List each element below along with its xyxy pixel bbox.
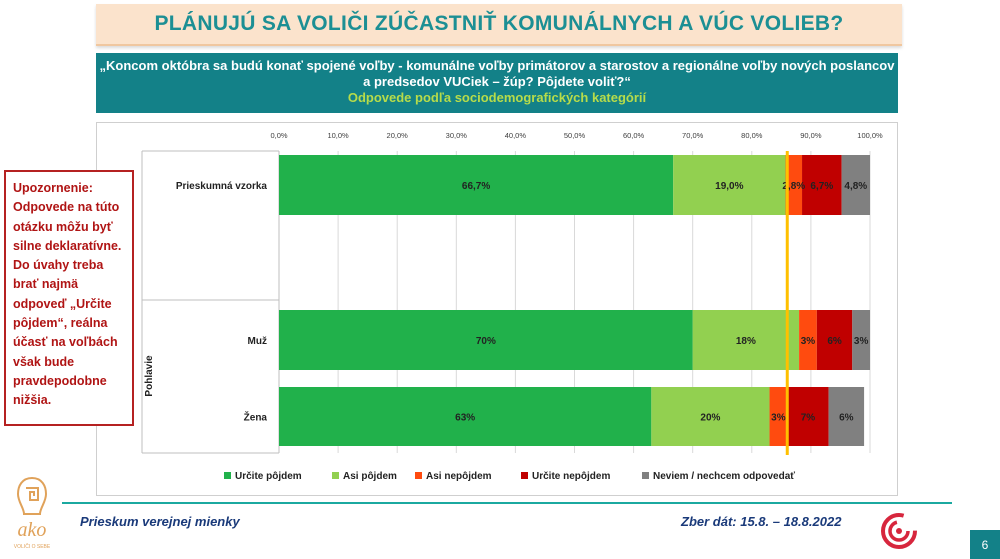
warning-line: silne deklaratívne. bbox=[13, 238, 122, 253]
data-label: 18% bbox=[736, 336, 756, 347]
x-tick-label: 90,0% bbox=[800, 131, 822, 140]
warning-line: pravdepodobne bbox=[13, 373, 107, 388]
x-tick-label: 50,0% bbox=[564, 131, 586, 140]
warning-line: otázku môžu byť bbox=[13, 219, 113, 234]
title-bar: PLÁNUJÚ SA VOLIČI ZÚČASTNIŤ KOMUNÁLNYCH … bbox=[96, 4, 902, 46]
category-label: Muž bbox=[248, 336, 267, 347]
data-label: 20% bbox=[700, 413, 720, 424]
legend-swatch bbox=[642, 472, 649, 479]
legend-label: Určite pôjdem bbox=[235, 471, 302, 482]
warning-line: nižšia. bbox=[13, 393, 52, 408]
bar-segment bbox=[841, 155, 870, 215]
bar-segment bbox=[651, 387, 770, 446]
ako-logo: ako VOLIČI O SEBE bbox=[14, 476, 51, 550]
footer-divider bbox=[62, 502, 952, 504]
x-tick-label: 20,0% bbox=[387, 131, 409, 140]
data-label: 6,7% bbox=[810, 181, 833, 192]
data-label: 70% bbox=[476, 336, 496, 347]
x-tick-label: 70,0% bbox=[682, 131, 704, 140]
footer-left-text: Prieskum verejnej mienky bbox=[80, 514, 240, 529]
page-title: PLÁNUJÚ SA VOLIČI ZÚČASTNIŤ KOMUNÁLNYCH … bbox=[154, 12, 844, 35]
legend-swatch bbox=[415, 472, 422, 479]
brand-swirl-icon bbox=[881, 513, 917, 549]
legend-swatch bbox=[224, 472, 231, 479]
page-number: 6 bbox=[970, 530, 1000, 559]
bar-segment bbox=[692, 310, 800, 370]
logo-tagline: VOLIČI O SEBE bbox=[14, 543, 51, 550]
bar-segment bbox=[769, 387, 788, 446]
warning-line: Do úvahy treba bbox=[13, 258, 104, 273]
warning-line: odpoveď „Určite bbox=[13, 296, 112, 311]
question-box: „Koncom októbra sa budú konať spojené vo… bbox=[96, 53, 898, 113]
legend-label: Určite nepôjdem bbox=[532, 471, 610, 482]
legend-label: Asi nepôjdem bbox=[426, 471, 492, 482]
warning-box: Upozornenie: Odpovede na túto otázku môž… bbox=[4, 170, 134, 426]
data-label: 19,0% bbox=[715, 181, 743, 192]
warning-line: Odpovede na túto bbox=[13, 200, 120, 215]
x-tick-label: 100,0% bbox=[857, 131, 883, 140]
warning-line: pôjdem“, reálna bbox=[13, 316, 108, 331]
question-line-2: a predsedov VUCiek – žúp? Pôjdete voliť?… bbox=[363, 74, 631, 89]
data-label: 7% bbox=[801, 413, 816, 424]
data-label: 6% bbox=[827, 336, 842, 347]
warning-line: Upozornenie: bbox=[13, 181, 93, 195]
data-label: 3% bbox=[854, 336, 869, 347]
bar-segment bbox=[279, 310, 693, 370]
category-label: Prieskumná vzorka bbox=[176, 181, 268, 192]
bar-segment bbox=[802, 155, 842, 215]
bar-segment bbox=[787, 387, 829, 446]
bar-segment bbox=[279, 155, 674, 215]
x-tick-label: 40,0% bbox=[505, 131, 527, 140]
x-tick-label: 30,0% bbox=[446, 131, 468, 140]
chart-frame: 0,0% 10,0% 20,0% 30,0% 40,0% 50,0% 60,0% 70,0% 8… bbox=[96, 122, 898, 496]
bar-segment bbox=[816, 310, 853, 370]
x-tick-label: 0,0% bbox=[270, 131, 287, 140]
data-label: 2,8% bbox=[782, 181, 805, 192]
stacked-bar-chart: 0,0% 10,0% 20,0% 30,0% 40,0% 50,0% 60,0% 70,0% 8… bbox=[141, 131, 883, 482]
logo-text: ako bbox=[18, 519, 47, 541]
data-label: 66,7% bbox=[462, 181, 490, 192]
legend-swatch bbox=[521, 472, 528, 479]
group-label: Pohlavie bbox=[144, 355, 155, 397]
data-label: 3% bbox=[801, 336, 816, 347]
x-tick-label: 80,0% bbox=[741, 131, 763, 140]
legend-label: Neviem / nechcem odpovedať bbox=[653, 471, 795, 482]
footer-date-text: Zber dát: 15.8. – 18.8.2022 bbox=[681, 514, 842, 529]
bar-segment bbox=[673, 155, 786, 215]
category-label: Žena bbox=[244, 411, 268, 424]
bar-segment bbox=[785, 155, 803, 215]
warning-line: účasť na voľbách bbox=[13, 335, 118, 350]
x-tick-label: 10,0% bbox=[327, 131, 349, 140]
bar-segment bbox=[852, 310, 870, 370]
warning-line: však bude bbox=[13, 354, 75, 369]
bar-segment bbox=[828, 387, 865, 446]
legend-label: Asi pôjdem bbox=[343, 471, 397, 482]
data-label: 3% bbox=[771, 413, 786, 424]
data-label: 6% bbox=[839, 413, 854, 424]
data-label: 63% bbox=[455, 413, 475, 424]
question-line-1: „Koncom októbra sa budú konať spojené vo… bbox=[99, 58, 895, 73]
bar-segment bbox=[799, 310, 817, 370]
legend-swatch bbox=[332, 472, 339, 479]
question-subtitle: Odpovede podľa sociodemografických kateg… bbox=[347, 90, 647, 105]
x-tick-label: 60,0% bbox=[623, 131, 645, 140]
bar-segment bbox=[279, 387, 652, 446]
data-label: 4,8% bbox=[844, 181, 867, 192]
warning-line: brať najmä bbox=[13, 277, 79, 292]
